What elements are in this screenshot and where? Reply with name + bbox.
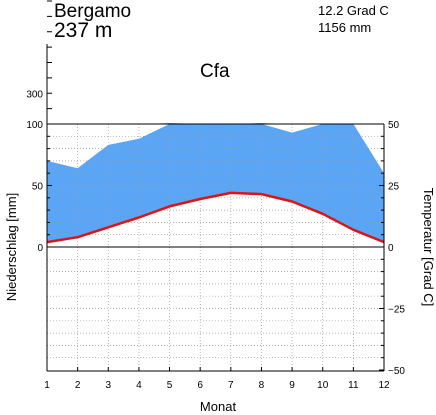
y-axis-label-right: Temperatur [Grad C] — [421, 188, 436, 307]
x-tick-label: 5 — [167, 380, 173, 391]
y-left-tick-label: 300 — [26, 89, 43, 100]
y-right-tick-label: −25 — [388, 305, 405, 316]
y-left-tick-label: 50 — [32, 182, 44, 193]
station-name: Bergamo — [54, 1, 132, 22]
x-tick-label: 1 — [44, 380, 50, 391]
temperature-line-layer — [46, 191, 385, 244]
precipitation-area — [47, 124, 384, 243]
x-tick-label: 4 — [136, 380, 142, 391]
y-left-tick-label: 100 — [26, 120, 43, 131]
x-tick-label: 9 — [289, 380, 295, 391]
x-tick-label: 12 — [378, 380, 390, 391]
station-altitude: 237 m — [54, 19, 113, 42]
y-right-tick-label: 0 — [388, 243, 394, 254]
y-right-tick-label: 25 — [388, 182, 400, 193]
axes-layer — [46, 0, 385, 372]
annual-precipitation: 1156 mm — [318, 20, 372, 35]
x-tick-label: 7 — [228, 380, 234, 391]
x-axis-label: Monat — [200, 399, 237, 414]
y-axis-label-left: Niederschlag [mm] — [4, 193, 19, 301]
x-tick-label: 3 — [105, 380, 111, 391]
x-tick-label: 2 — [75, 380, 81, 391]
annual-temperature: 12.2 Grad C — [318, 3, 389, 18]
temperature-line — [46, 191, 385, 244]
x-tick-label: 11 — [348, 380, 359, 391]
y-left-tick-label: 0 — [37, 243, 43, 254]
x-tick-label: 8 — [259, 380, 265, 391]
x-tick-label: 10 — [317, 380, 329, 391]
y-right-tick-label: −50 — [388, 366, 405, 377]
climate-classification: Cfa — [200, 61, 230, 82]
x-tick-label: 6 — [197, 380, 203, 391]
precipitation-area-layer — [47, 123, 384, 243]
y-right-tick-label: 50 — [388, 120, 400, 131]
